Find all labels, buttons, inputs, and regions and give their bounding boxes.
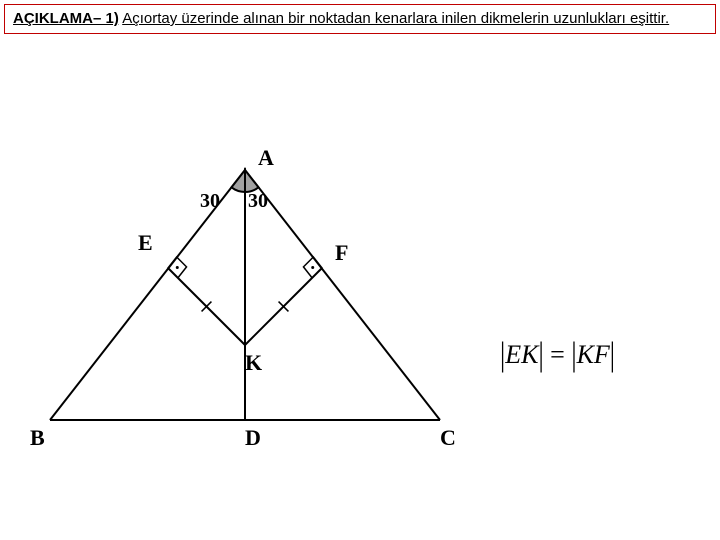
point-label-K: K (245, 350, 262, 376)
explanation-box: AÇIKLAMA– 1) Açıortay üzerinde alınan bi… (4, 4, 716, 34)
point-label-E: E (138, 230, 153, 256)
explanation-body: Açıortay üzerinde alınan bir noktadan ke… (122, 10, 669, 27)
point-label-D: D (245, 425, 261, 451)
triangle-diagram: ABCDEFK3030 (30, 150, 460, 460)
equation: |EK| = |KF| (500, 340, 615, 370)
angle-label-left: 30 (200, 190, 220, 213)
point-label-F: F (335, 240, 348, 266)
diagram-svg (30, 150, 460, 460)
equation-left: EK (505, 340, 538, 369)
point-label-B: B (30, 425, 45, 451)
point-label-A: A (258, 145, 274, 171)
equation-right: KF (577, 340, 610, 369)
angle-label-right: 30 (248, 190, 268, 213)
explanation-title: AÇIKLAMA– 1) (13, 10, 119, 27)
point-label-C: C (440, 425, 456, 451)
